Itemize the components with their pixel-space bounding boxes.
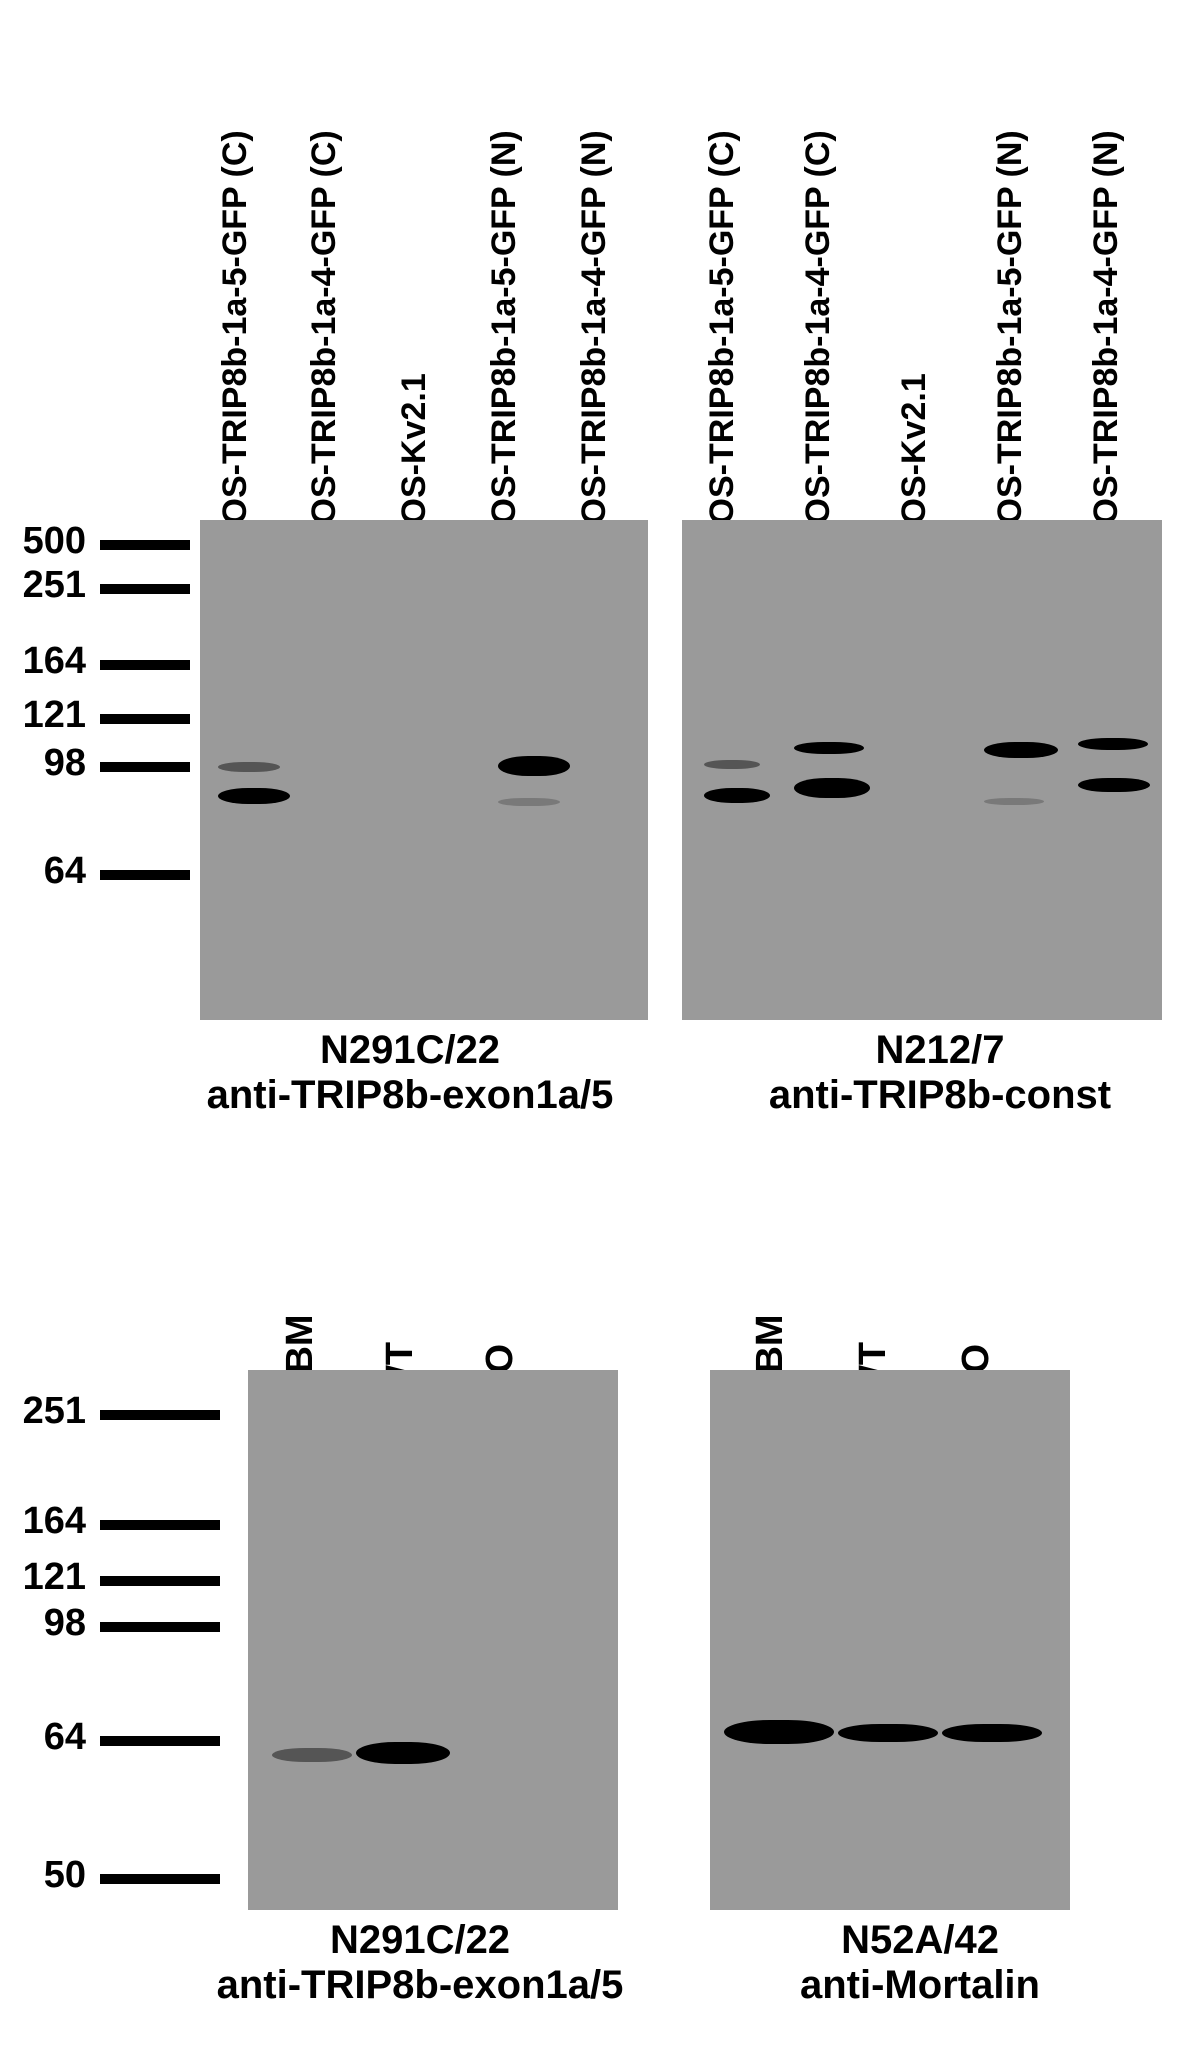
mw-marker-value: 64 (6, 850, 86, 893)
figure-root: COS-TRIP8b-1a-5-GFP (C) COS-TRIP8b-1a-4-… (0, 0, 1200, 2046)
blot-band (984, 798, 1044, 805)
mw-marker-tick (100, 1410, 220, 1420)
mw-marker-tick (100, 1576, 220, 1586)
caption-line2: anti-Mortalin (660, 1963, 1180, 2008)
lane-label: COS-TRIP8b-1a-4-GFP (N) (575, 130, 614, 549)
caption-line2: anti-TRIP8b-exon1a/5 (160, 1963, 680, 2008)
blot-band (794, 778, 870, 798)
mw-marker-tick (100, 762, 190, 772)
blot-band (984, 742, 1058, 758)
caption-line1: N52A/42 (660, 1918, 1180, 1963)
blot-band (356, 1742, 450, 1764)
blot-bottom-right (710, 1370, 1070, 1910)
lane-label: COS-TRIP8b-1a-5-GFP (N) (991, 130, 1030, 549)
blot-top-left (200, 520, 648, 1020)
mw-marker-value: 50 (6, 1854, 86, 1897)
blot-band (498, 756, 570, 776)
blot-band (218, 788, 290, 804)
blot-band (1078, 778, 1150, 792)
mw-marker-value: 164 (6, 640, 86, 683)
mw-marker-tick (100, 660, 190, 670)
mw-marker-tick (100, 584, 190, 594)
lane-label: COS-TRIP8b-1a-5-GFP (N) (485, 130, 524, 549)
lane-label: COS-TRIP8b-1a-5-GFP (C) (216, 130, 255, 549)
lane-label: COS-TRIP8b-1a-4-GFP (N) (1087, 130, 1126, 549)
lane-label: COS-TRIP8b-1a-4-GFP (C) (305, 130, 344, 549)
caption-line1: N212/7 (680, 1028, 1200, 1073)
blot-band (498, 798, 560, 806)
blot-band (1078, 738, 1148, 750)
blot-band (838, 1724, 938, 1742)
mw-marker-value: 500 (6, 520, 86, 563)
mw-marker-value: 164 (6, 1500, 86, 1543)
mw-marker-tick (100, 1622, 220, 1632)
blot-band (704, 788, 770, 803)
mw-marker-value: 98 (6, 742, 86, 785)
caption-top-right: N212/7 anti-TRIP8b-const (680, 1028, 1200, 1118)
blot-band (704, 760, 760, 769)
mw-marker-value: 64 (6, 1716, 86, 1759)
mw-marker-value: 98 (6, 1602, 86, 1645)
caption-line2: anti-TRIP8b-const (680, 1073, 1200, 1118)
blot-bottom-left (248, 1370, 618, 1910)
blot-band (272, 1748, 352, 1762)
mw-marker-tick (100, 870, 190, 880)
lane-label: COS-TRIP8b-1a-4-GFP (C) (799, 130, 838, 549)
mw-marker-tick (100, 540, 190, 550)
mw-marker-tick (100, 714, 190, 724)
lane-label: COS-TRIP8b-1a-5-GFP (C) (703, 130, 742, 549)
mw-marker-value: 121 (6, 1556, 86, 1599)
caption-line1: N291C/22 (160, 1918, 680, 1963)
mw-marker-value: 251 (6, 564, 86, 607)
caption-line1: N291C/22 (150, 1028, 670, 1073)
blot-band (942, 1724, 1042, 1742)
blot-band (724, 1720, 834, 1744)
mw-marker-value: 121 (6, 694, 86, 737)
mw-marker-tick (100, 1874, 220, 1884)
mw-marker-value: 251 (6, 1390, 86, 1433)
caption-line2: anti-TRIP8b-exon1a/5 (150, 1073, 670, 1118)
caption-bottom-right: N52A/42 anti-Mortalin (660, 1918, 1180, 2008)
blot-band (794, 742, 864, 754)
caption-bottom-left: N291C/22 anti-TRIP8b-exon1a/5 (160, 1918, 680, 2008)
mw-marker-tick (100, 1736, 220, 1746)
mw-marker-tick (100, 1520, 220, 1530)
blot-band (218, 762, 280, 772)
caption-top-left: N291C/22 anti-TRIP8b-exon1a/5 (150, 1028, 670, 1118)
blot-top-right (682, 520, 1162, 1020)
